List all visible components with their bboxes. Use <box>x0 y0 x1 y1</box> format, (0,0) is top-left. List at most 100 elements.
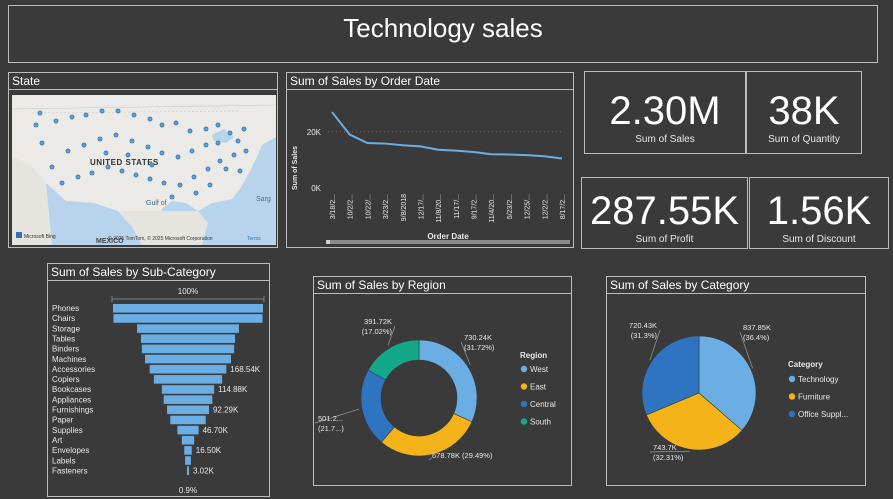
legend-item-label[interactable]: Technology <box>798 375 838 384</box>
state-marker[interactable] <box>193 190 199 196</box>
state-marker[interactable] <box>59 180 65 186</box>
state-marker[interactable] <box>113 132 119 138</box>
funnel-bar[interactable] <box>167 405 209 415</box>
funnel-bar[interactable] <box>141 344 235 354</box>
line-scrollbar[interactable] <box>326 240 570 244</box>
state-marker[interactable] <box>65 148 71 154</box>
state-map[interactable]: UNITED STATES Gulf of MEXICO Sarg Micros… <box>12 95 276 245</box>
state-marker[interactable] <box>227 130 233 136</box>
state-marker[interactable] <box>99 108 105 114</box>
pie-slice-south[interactable] <box>367 339 420 381</box>
state-marker[interactable] <box>241 126 247 132</box>
pie-slice-office-suppl-[interactable] <box>641 335 700 416</box>
state-marker[interactable] <box>205 166 211 172</box>
pie-slice-east[interactable] <box>381 413 473 457</box>
state-marker[interactable] <box>223 166 229 172</box>
state-marker[interactable] <box>187 128 193 134</box>
funnel-bar[interactable] <box>181 435 195 445</box>
state-marker[interactable] <box>215 122 221 128</box>
legend-item-label[interactable]: South <box>530 418 551 427</box>
state-marker[interactable] <box>145 144 151 150</box>
state-marker[interactable] <box>75 174 81 180</box>
funnel-bar[interactable] <box>149 364 227 374</box>
state-marker[interactable] <box>131 112 137 118</box>
funnel-bar[interactable] <box>184 446 192 455</box>
pie-slice-west[interactable] <box>418 339 478 423</box>
kpi-card-discount[interactable]: 1.56K Sum of Discount <box>749 177 889 249</box>
state-marker[interactable] <box>231 152 237 158</box>
state-marker[interactable] <box>53 118 59 124</box>
state-marker[interactable] <box>37 110 43 116</box>
sales-by-date-panel[interactable]: Sum of Sales by Order Date Sum of Sales … <box>286 72 574 248</box>
state-marker[interactable] <box>129 138 135 144</box>
state-marker[interactable] <box>103 150 109 156</box>
state-marker[interactable] <box>207 182 213 188</box>
funnel-bar[interactable] <box>140 334 236 344</box>
category-pie-panel[interactable]: Sum of Sales by Category 837.85K (36.4%) 7… <box>606 276 866 486</box>
pie-slice-furniture[interactable] <box>646 392 743 451</box>
kpi-card-sales[interactable]: 2.30M Sum of Sales <box>584 71 746 154</box>
state-marker[interactable] <box>235 138 241 144</box>
map-terms-link[interactable]: Terms <box>247 236 261 242</box>
state-marker[interactable] <box>89 170 95 176</box>
pie-slice-technology[interactable] <box>698 335 757 431</box>
state-marker[interactable] <box>147 116 153 122</box>
state-marker[interactable] <box>159 122 165 128</box>
state-marker[interactable] <box>243 148 249 154</box>
state-marker[interactable] <box>105 164 111 170</box>
sales-line-series[interactable] <box>331 111 563 160</box>
funnel-bar[interactable] <box>170 415 206 425</box>
legend-item-label[interactable]: West <box>530 365 549 374</box>
state-marker[interactable] <box>119 168 125 174</box>
state-marker[interactable] <box>169 194 175 200</box>
state-marker[interactable] <box>149 162 155 168</box>
pie-slice-central[interactable] <box>360 369 395 443</box>
category-pie-chart[interactable]: 837.85K(36.4%) 743.7K(32.31%) 720.43K(31.3… <box>607 294 865 486</box>
state-marker[interactable] <box>115 108 121 114</box>
funnel-bar[interactable] <box>177 425 199 435</box>
state-marker[interactable] <box>161 180 167 186</box>
funnel-bar[interactable] <box>163 395 213 404</box>
state-marker[interactable] <box>191 174 197 180</box>
line-scrollbar-handle[interactable] <box>326 240 330 244</box>
subcategory-funnel-panel[interactable]: Sum of Sales by Sub-Category 100% Phones… <box>47 263 270 497</box>
map-markers[interactable] <box>33 108 249 200</box>
state-marker[interactable] <box>49 164 55 170</box>
state-marker[interactable] <box>83 112 89 118</box>
state-marker[interactable] <box>215 140 221 146</box>
legend-item-label[interactable]: Central <box>530 400 556 409</box>
funnel-bar[interactable] <box>145 354 231 364</box>
region-donut-panel[interactable]: Sum of Sales by Region 730.24K (31.72%) 67… <box>313 276 572 486</box>
funnel-bar[interactable] <box>161 385 215 394</box>
legend-item-label[interactable]: Office Suppl... <box>798 410 848 419</box>
state-marker[interactable] <box>175 154 181 160</box>
state-marker[interactable] <box>39 140 45 146</box>
legend-item-label[interactable]: East <box>530 383 547 392</box>
funnel-bar[interactable] <box>113 314 263 323</box>
kpi-card-quantity[interactable]: 38K Sum of Quantity <box>746 71 862 154</box>
sales-by-date-chart[interactable]: Sum of Sales Order Date 20K 0K 3/18/2... 10… <box>288 90 572 246</box>
region-donut-chart[interactable]: 730.24K(31.72%)678.78K (29.49%)501.2...(… <box>314 294 571 486</box>
state-marker[interactable] <box>203 126 209 132</box>
legend-item-label[interactable]: Furniture <box>798 393 831 402</box>
state-marker[interactable] <box>33 122 39 128</box>
state-marker[interactable] <box>97 136 103 142</box>
state-marker[interactable] <box>237 168 243 174</box>
state-marker[interactable] <box>189 148 195 154</box>
state-marker[interactable] <box>177 182 183 188</box>
funnel-bar[interactable] <box>153 375 223 384</box>
funnel-bar[interactable] <box>137 324 239 333</box>
state-marker[interactable] <box>159 150 165 156</box>
state-marker[interactable] <box>217 158 223 164</box>
state-marker[interactable] <box>147 176 153 182</box>
state-marker[interactable] <box>133 172 139 178</box>
state-marker[interactable] <box>69 114 75 120</box>
state-marker[interactable] <box>173 120 179 126</box>
state-map-panel[interactable]: State UNITED STATES Gulf of MEXICO Sarg … <box>8 72 278 248</box>
funnel-bar[interactable] <box>185 456 191 465</box>
funnel-bar[interactable] <box>187 466 189 475</box>
state-marker[interactable] <box>203 142 209 148</box>
funnel-bar[interactable] <box>113 304 263 313</box>
kpi-card-profit[interactable]: 287.55K Sum of Profit <box>581 177 748 249</box>
